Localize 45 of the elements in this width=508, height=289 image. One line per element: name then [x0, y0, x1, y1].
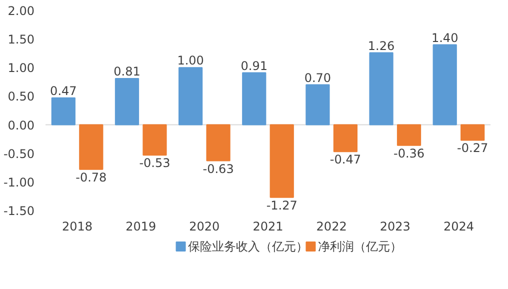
x-tick-label: 2023 — [380, 220, 410, 234]
data-label: 0.47 — [50, 84, 77, 98]
data-label: -0.53 — [139, 156, 170, 170]
data-label: 1.26 — [368, 38, 395, 53]
data-label: -0.47 — [330, 152, 361, 167]
bar — [369, 52, 394, 126]
x-tick-label: 2024 — [443, 220, 474, 234]
bar — [396, 124, 422, 146]
x-tick-label: 2022 — [316, 220, 347, 234]
data-label: 1.40 — [431, 30, 458, 45]
y-tick-label: 0.50 — [8, 90, 34, 104]
y-tick-label: -1.50 — [3, 204, 35, 218]
bar — [79, 124, 104, 170]
bar — [51, 97, 76, 126]
legend-label: 净利润（亿元） — [318, 240, 402, 254]
bar — [206, 124, 230, 162]
data-label: -1.27 — [266, 198, 298, 212]
data-label: 0.70 — [304, 70, 332, 85]
data-label: 0.91 — [240, 58, 268, 73]
bar — [333, 124, 358, 152]
y-tick-label: 2.00 — [8, 4, 34, 18]
y-tick-label: -0.50 — [3, 146, 35, 161]
x-tick-label: 2021 — [252, 220, 284, 234]
data-label: 1.00 — [177, 54, 204, 68]
y-tick-label: -1.00 — [3, 175, 35, 190]
bar — [142, 124, 167, 156]
x-tick-label: 2018 — [62, 220, 93, 234]
data-label: -0.27 — [457, 141, 488, 156]
data-label: 0.81 — [114, 64, 140, 78]
y-tick-label: 0.00 — [8, 118, 34, 132]
bar — [432, 44, 457, 126]
bar — [460, 124, 485, 141]
bar — [114, 78, 140, 126]
y-tick-label: 1.50 — [8, 32, 34, 47]
bar — [178, 67, 203, 126]
data-label: -0.78 — [76, 170, 107, 184]
data-label: -0.36 — [393, 146, 425, 160]
data-label: -0.63 — [202, 162, 234, 176]
bar — [306, 84, 330, 126]
bar — [242, 72, 266, 126]
x-tick-label: 2020 — [189, 220, 220, 234]
bar — [270, 124, 294, 198]
y-tick-label: 1.00 — [8, 61, 34, 76]
x-tick-label: 2019 — [126, 220, 156, 234]
legend-label: 保险业务收入（亿元） — [188, 240, 308, 254]
